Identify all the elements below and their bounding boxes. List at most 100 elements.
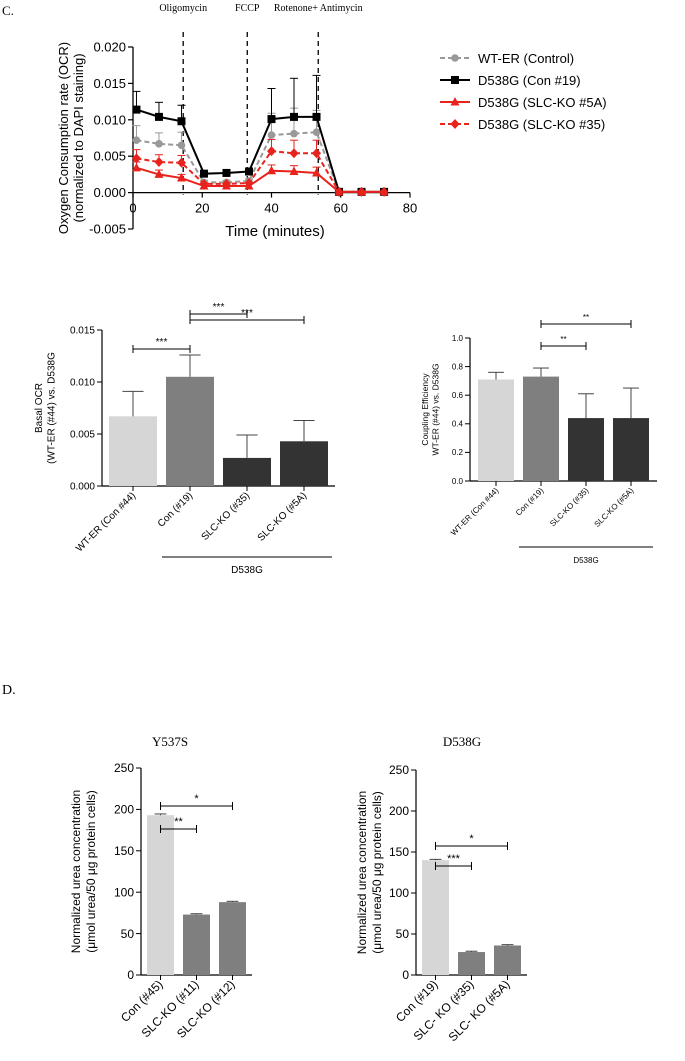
data-point xyxy=(290,112,299,121)
data-point xyxy=(177,141,186,150)
x-tick-label: SLC-KO (#35) xyxy=(200,490,253,543)
y-tick-label: 0.000 xyxy=(93,185,126,200)
significance-label: ** xyxy=(583,313,589,322)
bar xyxy=(166,376,214,486)
data-point xyxy=(290,129,298,138)
data-point xyxy=(267,115,276,124)
x-tick-label: 0 xyxy=(129,201,136,216)
y-tick-label: 1.0 xyxy=(452,334,464,343)
data-point xyxy=(267,165,276,175)
legend-marker xyxy=(450,97,460,106)
data-point xyxy=(131,153,141,164)
x-tick-label: Con (#19) xyxy=(156,490,195,529)
significance-label: *** xyxy=(241,308,253,319)
data-point xyxy=(289,148,299,159)
x-tick-label: 40 xyxy=(264,201,278,216)
panel-c-label: C. xyxy=(2,3,14,18)
data-point xyxy=(312,128,321,136)
data-point xyxy=(199,169,208,178)
series-3 xyxy=(131,138,389,197)
data-point xyxy=(379,186,389,197)
data-point xyxy=(199,178,209,189)
significance-label: *** xyxy=(156,337,168,348)
significance-label: *** xyxy=(213,302,225,313)
series-line xyxy=(136,166,385,193)
bar xyxy=(494,945,521,975)
injection-label: Rotenone+ Antimycin xyxy=(274,3,363,14)
significance-label: ** xyxy=(560,335,566,344)
group-label: D538G xyxy=(573,556,598,565)
series-line xyxy=(136,131,385,193)
data-point xyxy=(221,178,231,189)
y-tick-label: 200 xyxy=(114,803,134,817)
significance-label: *** xyxy=(447,853,461,865)
significance-label: ** xyxy=(174,816,183,828)
injection-label: FCCP xyxy=(235,3,260,14)
ocr-line-chart: -0.005 0.000 0.005 0.010 0.015 0.020 0 20 40 60 80… xyxy=(56,3,607,240)
panel-d-label: D. xyxy=(2,683,16,698)
y-axis-title: Normalized urea concentration(μmol urea/… xyxy=(69,790,98,953)
y-tick-label: 0 xyxy=(402,968,409,982)
y-tick-label: 250 xyxy=(114,761,134,775)
data-point xyxy=(132,136,141,144)
data-point xyxy=(131,162,141,172)
group-label: D538G xyxy=(231,565,263,576)
y-tick-label: 0.6 xyxy=(452,391,464,400)
data-point xyxy=(244,178,254,189)
significance-label: * xyxy=(194,793,199,805)
data-point xyxy=(176,173,186,182)
y-tick-label: 0.000 xyxy=(70,482,95,493)
legend-label: D538G (SLC-KO #35) xyxy=(478,117,605,132)
x-tick-label: 60 xyxy=(334,201,348,216)
bar xyxy=(147,815,174,975)
x-tick-label: Con (#19) xyxy=(514,486,546,518)
x-tick-label: 80 xyxy=(403,201,417,216)
d538g-subtitle: D538G xyxy=(443,734,481,749)
bar xyxy=(523,376,559,481)
data-point xyxy=(334,186,344,197)
y-tick-label: 0.4 xyxy=(452,420,464,429)
data-point xyxy=(289,166,299,175)
x-tick-label: WT-ER (Con #44) xyxy=(74,490,138,554)
data-point xyxy=(132,105,141,114)
y-tick-label: 0.2 xyxy=(452,448,464,457)
data-point xyxy=(154,112,163,121)
bar xyxy=(219,902,246,975)
y-tick-label: -0.005 xyxy=(89,222,126,237)
bar xyxy=(280,441,328,486)
data-point xyxy=(154,157,164,168)
y-tick-label: 0.015 xyxy=(70,326,95,337)
legend-label: D538G (Con #19) xyxy=(478,73,581,88)
data-point xyxy=(222,168,231,177)
y-axis-title: Basal OCR (WT-ER (#44) vs. D538G xyxy=(34,352,58,464)
bar xyxy=(568,418,604,481)
legend-marker xyxy=(451,76,459,84)
bar xyxy=(458,952,485,975)
bar xyxy=(422,860,449,975)
y-tick-label: 0.0 xyxy=(452,477,464,486)
y-tick-label: 50 xyxy=(396,927,410,941)
data-point xyxy=(154,169,164,178)
y-axis-title: Normalized urea concentration(μmol urea/… xyxy=(355,791,384,954)
bar xyxy=(223,457,271,486)
y-tick-label: 0.010 xyxy=(70,378,95,389)
y537s-subtitle: Y537S xyxy=(152,734,188,749)
data-point xyxy=(176,157,186,168)
y-axis-title: Coupling EfficiencyWT-ER (#44) vs. D538G xyxy=(420,363,441,455)
y-tick-label: 0.005 xyxy=(70,430,95,441)
legend-label: WT-ER (Control) xyxy=(478,51,574,66)
y-tick-label: 200 xyxy=(389,804,409,818)
bar xyxy=(478,379,514,481)
data-point xyxy=(357,186,367,197)
y-tick-label: 100 xyxy=(389,886,409,900)
y-tick-label: 50 xyxy=(121,927,135,941)
y-tick-label: 150 xyxy=(114,844,134,858)
y-tick-label: 100 xyxy=(114,885,134,899)
basal-ocr-bar-chart: 0.000 0.005 0.010 0.015 WT-ER (Con #44) Con (… xyxy=(34,302,335,576)
y-tick-label: 0.020 xyxy=(93,40,126,55)
data-point xyxy=(312,112,321,121)
y-tick-label: 0 xyxy=(127,968,134,982)
